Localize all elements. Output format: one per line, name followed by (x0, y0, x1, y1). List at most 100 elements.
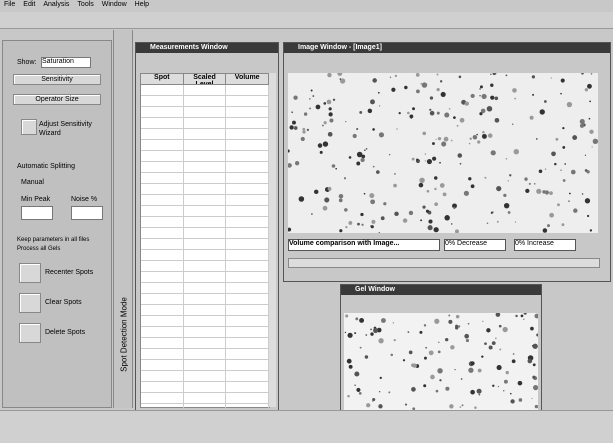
gel-spot (463, 190, 469, 196)
gel-spot (345, 226, 348, 229)
menu-item[interactable]: Window (101, 1, 127, 8)
cell (226, 382, 270, 392)
icon-button[interactable] (19, 293, 41, 313)
gel-spot (416, 158, 419, 161)
mode-toolbar: Spot Detection Mode (113, 30, 133, 408)
gel-spot (490, 211, 493, 214)
cell (184, 261, 227, 271)
menu-item[interactable]: Edit (23, 1, 36, 8)
icon-button[interactable] (19, 323, 41, 343)
cell (141, 250, 184, 260)
cell (184, 162, 227, 172)
checkbox-label[interactable]: Automatic Splitting (17, 163, 75, 170)
gel-spot (512, 123, 514, 125)
cell (141, 151, 184, 161)
gel-spot (592, 138, 598, 145)
cell (141, 195, 184, 205)
gel-spot (514, 97, 517, 100)
scrollbar[interactable] (269, 73, 276, 407)
gel-spot (331, 164, 336, 168)
gel-spot (357, 222, 360, 226)
gel-spot (490, 73, 492, 75)
gel-spot (409, 114, 414, 119)
gel-spot (402, 359, 406, 362)
gel-spot (381, 318, 386, 323)
gel-spot (393, 338, 396, 342)
gel-spot (517, 380, 523, 386)
input[interactable] (71, 206, 103, 220)
gel-spot (329, 118, 334, 123)
checkbox-label[interactable]: Keep parameters in all files (17, 237, 90, 243)
gel-spot (372, 165, 375, 168)
window-title: Image Window - [Image1] (284, 43, 610, 53)
gel-spot (531, 345, 534, 347)
show-value[interactable]: Saturation (41, 57, 91, 68)
cell (141, 96, 184, 106)
gel-spot (434, 318, 440, 324)
column-header: Scaled Level (184, 74, 227, 88)
gel-spot (555, 137, 559, 141)
gel-spot (532, 363, 536, 367)
window-title: Gel Window (341, 285, 541, 295)
gel-spot (344, 208, 348, 212)
gel-spot (323, 102, 327, 105)
gel-spot (482, 320, 484, 323)
gel-spot (505, 74, 508, 77)
gel-spot (562, 179, 566, 182)
cell (226, 349, 270, 359)
gel-spot (484, 176, 487, 179)
gel-spot (300, 136, 305, 142)
checkbox-label[interactable]: Process all Gels (17, 246, 61, 252)
menu-item[interactable]: File (4, 1, 16, 8)
gel-spot (339, 78, 342, 80)
gel-spot (486, 328, 491, 333)
cell (184, 184, 227, 194)
gel-spot (568, 200, 570, 202)
gel-spot (536, 333, 538, 337)
gel-spot (354, 371, 360, 377)
gel-spot (464, 333, 470, 339)
menu-item[interactable]: Help (134, 1, 150, 8)
table-row (141, 349, 270, 360)
cell (226, 228, 270, 238)
gel-spot (429, 110, 435, 116)
gel-spot (322, 205, 328, 211)
wizard-icon[interactable] (21, 119, 37, 135)
cell (226, 184, 270, 194)
gel-spot (560, 169, 562, 172)
menu-item[interactable]: Tools (77, 1, 94, 8)
gel-spot (302, 130, 306, 134)
table-row (141, 96, 270, 107)
button[interactable]: Operator Size (13, 94, 101, 105)
cell (141, 206, 184, 216)
cell (184, 382, 227, 392)
gel-spot (542, 228, 548, 233)
gel-spot (434, 176, 438, 180)
input[interactable] (21, 206, 53, 220)
table-row (141, 283, 270, 294)
gel-spot (293, 126, 295, 129)
cell (226, 393, 270, 403)
cell (184, 195, 227, 205)
gel-spot (486, 222, 489, 225)
table-row (141, 228, 270, 239)
cell (141, 316, 184, 326)
button[interactable]: Sensitivity (13, 74, 101, 85)
gel-spot (505, 370, 509, 375)
gel-spot (450, 223, 453, 225)
scrollbar[interactable] (288, 258, 600, 268)
icon-button[interactable] (19, 263, 41, 283)
cell (184, 173, 227, 183)
gel-spot (415, 73, 420, 77)
menu-item[interactable]: Analysis (43, 1, 70, 8)
gel-spot (365, 148, 368, 150)
gel-spot (515, 314, 518, 318)
gel-spot (458, 75, 462, 79)
gel-spot (507, 211, 511, 214)
gel-spot (348, 221, 353, 225)
cell (226, 206, 270, 216)
gel-spot (454, 229, 459, 233)
gel-spot (456, 124, 459, 127)
gel-spot (412, 407, 416, 411)
table-row (141, 393, 270, 404)
